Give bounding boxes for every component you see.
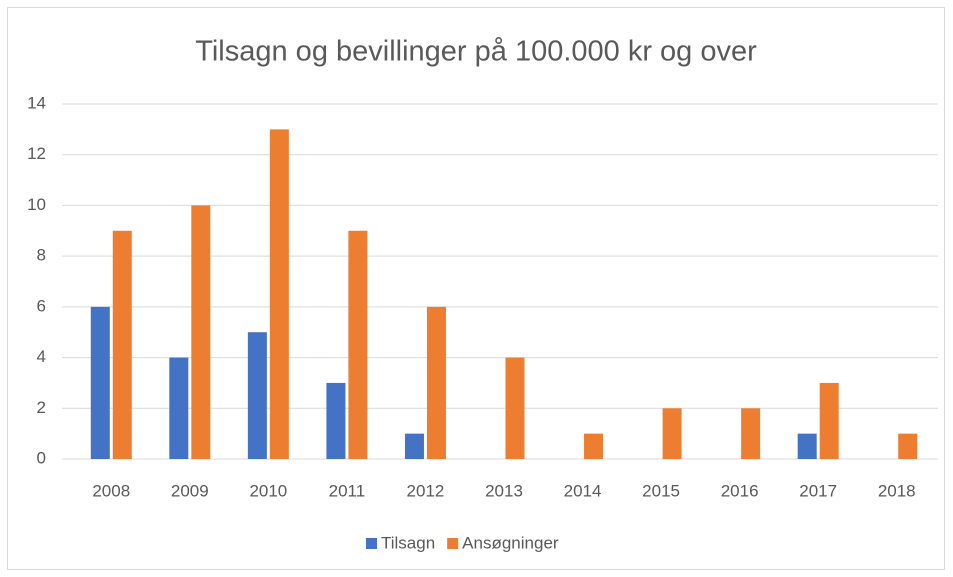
bar — [584, 433, 604, 459]
y-tick-label: 2 — [37, 398, 46, 417]
x-tick-label: 2009 — [171, 481, 209, 500]
bar — [662, 408, 682, 459]
bar — [426, 306, 446, 459]
y-tick-label: 0 — [37, 448, 46, 467]
legend-label: Tilsagn — [381, 533, 435, 552]
bar — [741, 408, 761, 459]
bar — [404, 433, 424, 459]
bar — [819, 382, 839, 459]
bar — [898, 433, 918, 459]
x-tick-label: 2011 — [329, 481, 366, 500]
x-tick-label: 2012 — [407, 481, 445, 500]
bar — [326, 382, 346, 459]
chart-title: Tilsagn og bevillinger på 100.000 kr og … — [195, 36, 757, 68]
legend-swatch — [366, 538, 377, 549]
y-tick-label: 4 — [37, 347, 46, 366]
x-tick-label: 2013 — [485, 481, 523, 500]
bar — [90, 306, 110, 459]
y-tick-label: 6 — [37, 296, 46, 315]
legend-swatch — [447, 538, 459, 549]
bar — [169, 357, 189, 459]
bar — [247, 332, 267, 459]
chart-border — [7, 7, 945, 570]
x-tick-label: 2008 — [92, 481, 130, 500]
y-tick-label: 14 — [27, 93, 46, 112]
y-tick-label: 12 — [27, 144, 46, 163]
x-tick-label: 2010 — [249, 481, 287, 500]
bar — [797, 433, 817, 459]
bar — [112, 230, 132, 459]
legend-label: Ansøgninger — [462, 533, 559, 552]
x-tick-label: 2018 — [878, 481, 916, 500]
x-tick-label: 2016 — [721, 481, 759, 500]
x-tick-label: 2015 — [642, 481, 680, 500]
bar — [269, 129, 289, 459]
bar — [191, 205, 211, 459]
bar — [505, 357, 525, 459]
y-tick-label: 10 — [27, 195, 46, 214]
x-tick-label: 2017 — [799, 481, 837, 500]
bar — [348, 230, 368, 459]
y-tick-label: 8 — [37, 246, 46, 265]
x-tick-label: 2014 — [564, 481, 602, 500]
